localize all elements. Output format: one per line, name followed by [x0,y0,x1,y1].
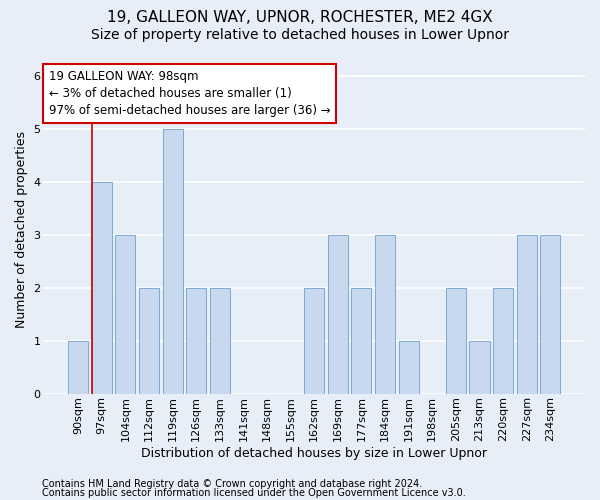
Y-axis label: Number of detached properties: Number of detached properties [15,131,28,328]
Bar [493,288,513,394]
Bar [92,182,112,394]
Bar [186,288,206,394]
Bar [352,288,371,394]
Bar [328,234,348,394]
Bar [446,288,466,394]
Bar [375,234,395,394]
Bar [115,234,136,394]
Bar [398,340,419,394]
Text: Contains public sector information licensed under the Open Government Licence v3: Contains public sector information licen… [42,488,466,498]
Text: 19, GALLEON WAY, UPNOR, ROCHESTER, ME2 4GX: 19, GALLEON WAY, UPNOR, ROCHESTER, ME2 4… [107,10,493,25]
Bar [210,288,230,394]
Bar [517,234,537,394]
Bar [163,128,182,394]
Bar [541,234,560,394]
Text: 19 GALLEON WAY: 98sqm
← 3% of detached houses are smaller (1)
97% of semi-detach: 19 GALLEON WAY: 98sqm ← 3% of detached h… [49,70,331,117]
Text: Contains HM Land Registry data © Crown copyright and database right 2024.: Contains HM Land Registry data © Crown c… [42,479,422,489]
Bar [139,288,159,394]
Bar [68,340,88,394]
Text: Size of property relative to detached houses in Lower Upnor: Size of property relative to detached ho… [91,28,509,42]
Bar [469,340,490,394]
X-axis label: Distribution of detached houses by size in Lower Upnor: Distribution of detached houses by size … [141,447,487,460]
Bar [304,288,324,394]
